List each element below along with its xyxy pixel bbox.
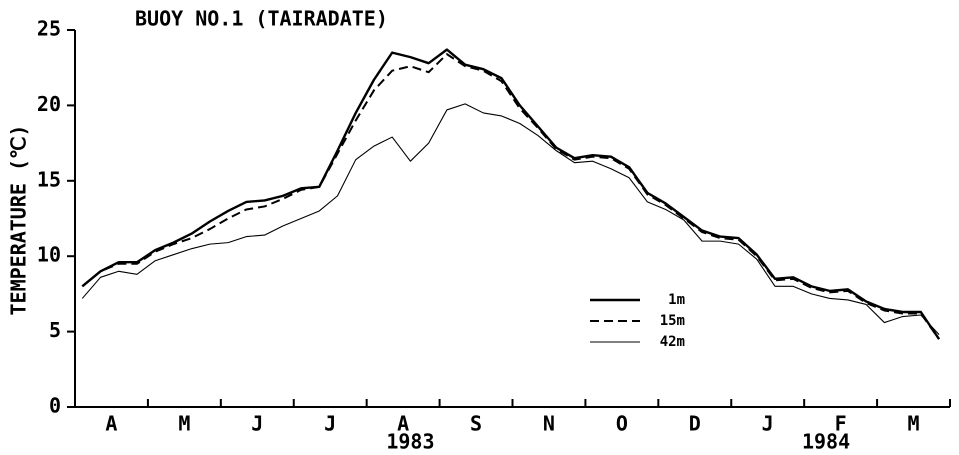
y-tick-label: 25 xyxy=(37,17,61,41)
x-tick-label: O xyxy=(616,412,628,436)
legend-label: 15m xyxy=(660,313,685,329)
x-tick-label: J xyxy=(324,412,336,436)
year-label: 1984 xyxy=(802,430,850,454)
y-tick-label: 0 xyxy=(49,394,61,418)
y-tick-label: 20 xyxy=(37,92,61,116)
y-tick-label: 10 xyxy=(37,243,61,267)
x-tick-label: A xyxy=(105,412,117,436)
legend-label: 42m xyxy=(660,334,685,350)
x-tick-label: J xyxy=(762,412,774,436)
year-label: 1983 xyxy=(386,430,434,454)
legend-label: 1m xyxy=(668,292,685,308)
y-tick-label: 5 xyxy=(49,318,61,342)
x-tick-label: S xyxy=(470,412,482,436)
x-tick-label: A xyxy=(397,412,409,436)
chart-title: BUOY NO.1 (TAIRADATE) xyxy=(135,7,388,31)
x-tick-label: M xyxy=(178,412,190,436)
x-tick-label: F xyxy=(835,412,847,436)
series-line xyxy=(81,53,940,340)
x-tick-label: N xyxy=(543,412,555,436)
x-tick-label: M xyxy=(908,412,920,436)
series-line xyxy=(81,48,941,340)
y-tick-label: 15 xyxy=(37,167,61,191)
x-tick-label: D xyxy=(689,412,701,436)
series-line xyxy=(81,103,940,335)
x-tick-label: J xyxy=(251,412,263,436)
y-axis-label: TEMPERATURE (℃) xyxy=(7,124,31,315)
